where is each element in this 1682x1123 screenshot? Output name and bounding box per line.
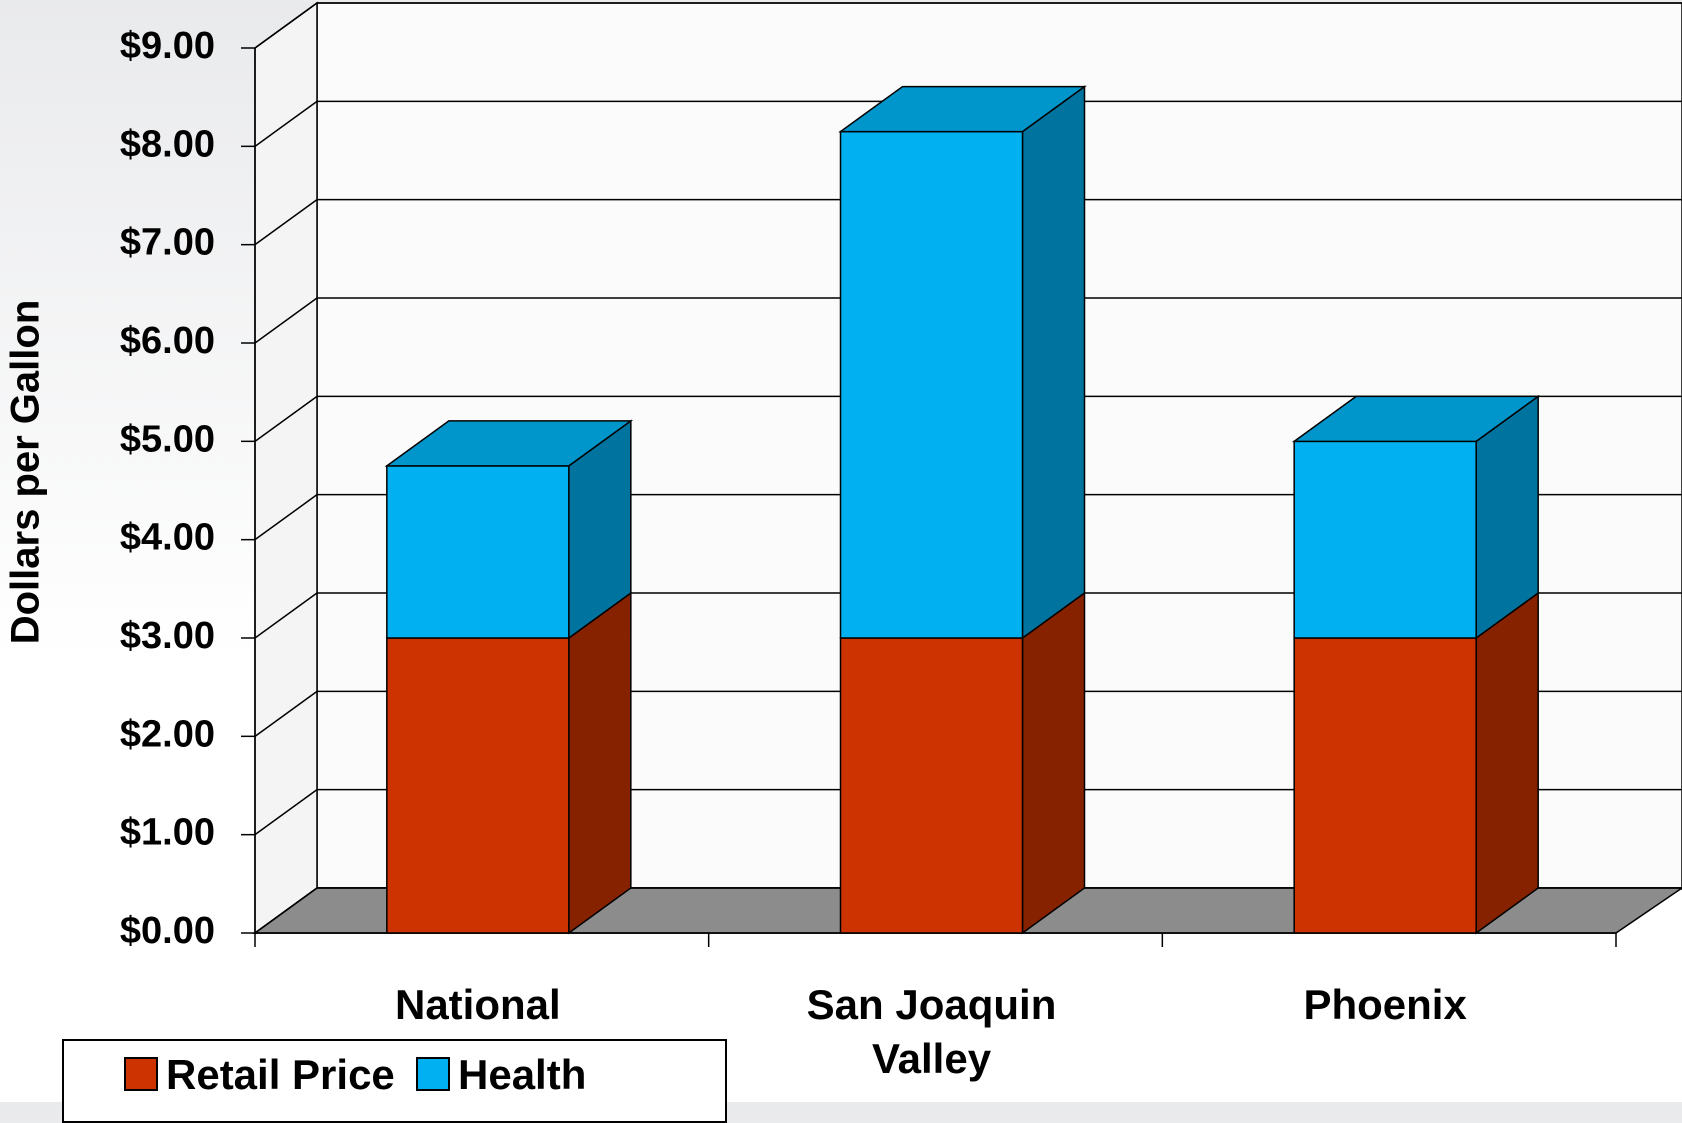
bar: [386, 465, 570, 639]
bar-side: [568, 591, 632, 935]
y-tick-label: $5.00: [120, 418, 215, 460]
legend-label: Retail Price: [166, 1051, 395, 1098]
grid-line: [254, 592, 318, 639]
y-tick-label: $1.00: [120, 812, 215, 854]
x-tick-label: San Joaquin Valley: [806, 981, 1057, 1082]
bar-side: [1021, 591, 1086, 935]
y-axis-label: Dollars per Gallon: [4, 300, 48, 645]
y-tick-label: $7.00: [120, 222, 215, 264]
x-tick-label: Phoenix: [1303, 981, 1467, 1028]
bar-top: [838, 85, 1087, 133]
bar-side: [1475, 591, 1539, 935]
x-tick-label: National: [394, 981, 561, 1028]
grid-line: [254, 100, 318, 147]
grid-line: [254, 690, 318, 737]
bar: [839, 130, 1024, 639]
y-tick-label: $3.00: [120, 615, 215, 657]
bar: [1293, 637, 1477, 934]
legend-item: Retail Price: [124, 1051, 395, 1099]
grid-line: [254, 297, 318, 344]
y-tick-label: $9.00: [120, 25, 215, 67]
y-tick-label: $8.00: [120, 123, 215, 165]
bar-side: [1021, 85, 1086, 640]
legend-swatch: [416, 1057, 450, 1091]
grid-line: [254, 199, 318, 246]
y-tick-label: $4.00: [120, 517, 215, 559]
legend-item: Health: [416, 1051, 586, 1099]
legend-label: Health: [458, 1051, 587, 1098]
bar: [839, 637, 1024, 934]
grid-line: [254, 789, 318, 836]
legend-swatch: [124, 1057, 158, 1091]
grid-line: [254, 494, 318, 541]
bar: [386, 637, 570, 934]
y-tick-label: $6.00: [120, 320, 215, 362]
grid-line: [254, 2, 318, 49]
side-wall: [254, 1, 318, 935]
bar-top: [384, 420, 634, 467]
y-tick-label: $0.00: [120, 910, 215, 952]
bar-top: [1291, 395, 1541, 443]
grid-line: [254, 395, 318, 442]
bar: [1293, 440, 1477, 639]
y-tick-label: $2.00: [120, 713, 215, 755]
legend: Retail Price Health: [62, 1039, 727, 1123]
grid-line: [254, 887, 318, 934]
